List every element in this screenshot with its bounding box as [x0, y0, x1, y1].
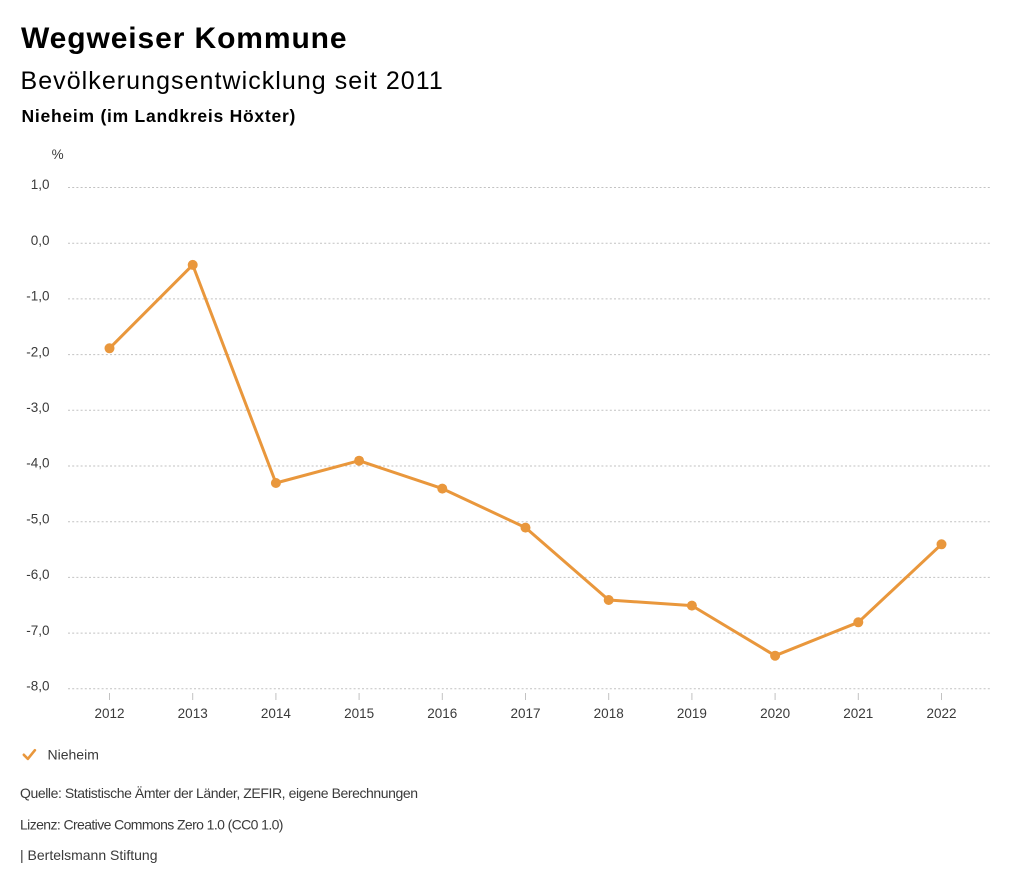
- svg-text:1,0: 1,0: [31, 177, 50, 192]
- svg-text:-6,0: -6,0: [26, 567, 49, 582]
- svg-text:Quelle: Statistische Ämter der: Quelle: Statistische Ämter der Länder, Z…: [20, 785, 418, 801]
- svg-text:| Bertelsmann Stiftung: | Bertelsmann Stiftung: [20, 847, 157, 863]
- svg-text:2021: 2021: [843, 706, 873, 721]
- svg-text:2018: 2018: [594, 706, 624, 721]
- svg-text:2013: 2013: [178, 706, 208, 721]
- svg-text:Bevölkerungsentwicklung seit 2: Bevölkerungsentwicklung seit 2011: [21, 67, 444, 95]
- svg-text:2014: 2014: [261, 706, 292, 721]
- svg-text:-5,0: -5,0: [26, 511, 49, 526]
- svg-text:2022: 2022: [926, 706, 956, 721]
- svg-text:Nieheim (im Landkreis Höxter): Nieheim (im Landkreis Höxter): [22, 106, 297, 126]
- svg-text:Lizenz: Creative Commons Zero: Lizenz: Creative Commons Zero 1.0 (CC0 1…: [20, 816, 283, 832]
- svg-text:-8,0: -8,0: [26, 679, 49, 694]
- svg-text:-3,0: -3,0: [26, 400, 49, 415]
- svg-text:0,0: 0,0: [31, 233, 50, 248]
- svg-text:2015: 2015: [344, 706, 374, 721]
- svg-text:2012: 2012: [94, 706, 124, 721]
- svg-text:%: %: [52, 147, 64, 162]
- svg-text:-1,0: -1,0: [26, 289, 49, 304]
- svg-text:-2,0: -2,0: [26, 344, 49, 359]
- svg-text:Wegweiser Kommune: Wegweiser Kommune: [21, 22, 348, 55]
- svg-text:-4,0: -4,0: [26, 456, 49, 471]
- svg-text:2019: 2019: [677, 706, 707, 721]
- svg-text:-7,0: -7,0: [26, 623, 49, 638]
- svg-text:2020: 2020: [760, 706, 790, 721]
- svg-text:Nieheim: Nieheim: [48, 747, 99, 763]
- svg-text:2017: 2017: [510, 706, 540, 721]
- svg-text:2016: 2016: [427, 706, 457, 721]
